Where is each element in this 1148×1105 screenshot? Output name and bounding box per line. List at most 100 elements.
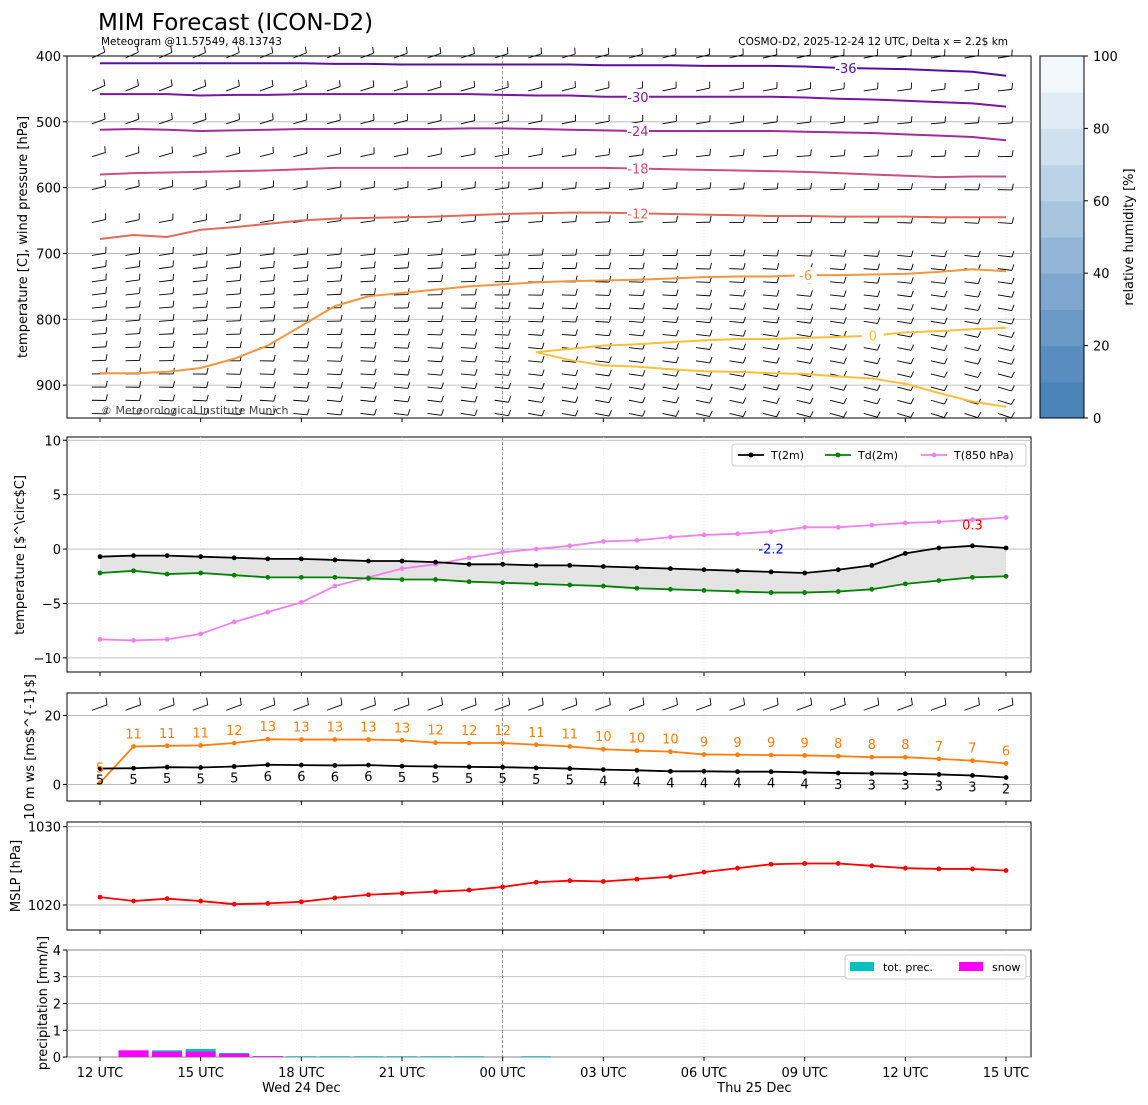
barb-staff: [964, 255, 979, 258]
barb-flag: [172, 407, 176, 415]
barb-staff: [561, 187, 576, 191]
wind-barb: [192, 260, 208, 270]
barb-flag: [172, 697, 175, 705]
wind-barb: [192, 79, 207, 92]
barb-staff: [293, 704, 309, 711]
barb-flag: [1011, 697, 1014, 705]
barb-flag: [910, 216, 914, 224]
wind-barb: [628, 369, 646, 377]
wind-barb: [226, 341, 242, 349]
barb-staff: [595, 307, 610, 310]
legend-box: [844, 954, 1027, 980]
barb-flag: [440, 80, 442, 87]
isotherm-label: -18: [627, 163, 648, 178]
wind-barb: [997, 318, 1015, 325]
wind-barb: [461, 114, 476, 125]
data-point: [936, 519, 942, 525]
barb-staff: [427, 360, 442, 363]
wind-barb: [561, 181, 577, 191]
wind-barb: [561, 369, 579, 377]
barb-staff: [595, 154, 610, 158]
barb-flag: [105, 394, 108, 401]
barb-staff: [360, 52, 374, 59]
barb-staff: [125, 266, 140, 270]
surface-wind-barb: [226, 697, 242, 711]
barb-flag: [306, 354, 310, 362]
barb-staff: [763, 412, 777, 418]
data-point: [668, 874, 673, 880]
wind-barb: [763, 216, 779, 223]
wind-barb: [628, 383, 646, 390]
barb-staff: [528, 187, 543, 191]
barb-staff: [662, 221, 677, 223]
barb-staff: [595, 120, 610, 125]
data-point: [164, 636, 170, 642]
colorbar-band: [1040, 345, 1084, 383]
wind-barb: [159, 287, 175, 296]
wind-y-axis-label: 10 m ws [ms$^{-1}$]: [23, 674, 38, 820]
wind-barb: [729, 316, 746, 324]
barb-flag: [642, 302, 645, 310]
chart-title: MIM Forecast (ICON-D2): [98, 10, 373, 36]
wind-barb: [125, 79, 139, 92]
barb-staff: [159, 185, 173, 191]
colorbar-tick-label: 20: [1093, 340, 1110, 355]
barb-flag: [743, 216, 746, 223]
barb-flag: [1011, 304, 1015, 311]
snow-bar: [219, 1053, 250, 1057]
barb-flag: [675, 276, 679, 283]
barb-staff: [830, 268, 845, 271]
barb-staff: [393, 412, 408, 416]
data-point: [735, 865, 740, 871]
surface-wind-barb: [393, 697, 410, 711]
barb-flag: [238, 113, 241, 120]
barb-staff: [326, 293, 341, 296]
data-point: [466, 561, 472, 567]
wind-barb: [259, 314, 276, 322]
barb-flag: [1011, 116, 1014, 123]
barb-flag: [575, 302, 578, 309]
wind-barb: [192, 367, 209, 375]
barb-flag: [306, 287, 309, 295]
data-point: [735, 769, 740, 775]
barb-flag: [608, 369, 612, 377]
barb-flag: [743, 276, 746, 283]
barb-staff: [528, 386, 543, 390]
wind-barb: [628, 302, 645, 310]
isotherm-label: -6: [799, 269, 812, 284]
data-point: [97, 570, 103, 576]
legend-marker: [748, 452, 754, 458]
barb-staff: [192, 219, 207, 223]
wind-barb: [226, 79, 240, 92]
barb-staff: [326, 153, 341, 158]
wind-barb: [393, 368, 411, 376]
gust-value-label: 13: [327, 721, 344, 736]
legend-label: tot. prec.: [883, 961, 933, 974]
barb-flag: [642, 249, 645, 256]
barb-flag: [508, 329, 511, 336]
barb-flag: [306, 260, 309, 268]
legend-label: T(850 hPa): [953, 449, 1014, 462]
data-point: [198, 898, 204, 904]
barb-staff: [930, 122, 945, 125]
barb-staff: [393, 373, 408, 376]
barb-staff: [259, 293, 274, 296]
barb-flag: [742, 383, 747, 391]
colorbar-tick-label: 40: [1093, 267, 1110, 282]
barb-flag: [273, 247, 275, 254]
barb-staff: [997, 412, 1012, 419]
barb-flag: [172, 354, 175, 361]
barb-staff: [997, 88, 1012, 92]
barb-flag: [977, 290, 981, 298]
wind-barb: [528, 248, 544, 256]
barb-staff: [159, 399, 174, 402]
barb-staff: [561, 320, 576, 323]
wind-barb: [528, 81, 543, 92]
barb-staff: [662, 87, 677, 92]
wind-barb: [125, 380, 142, 388]
barb-staff: [930, 412, 945, 418]
data-point: [433, 577, 438, 582]
barb-staff: [897, 268, 912, 271]
barb-staff: [293, 307, 308, 309]
